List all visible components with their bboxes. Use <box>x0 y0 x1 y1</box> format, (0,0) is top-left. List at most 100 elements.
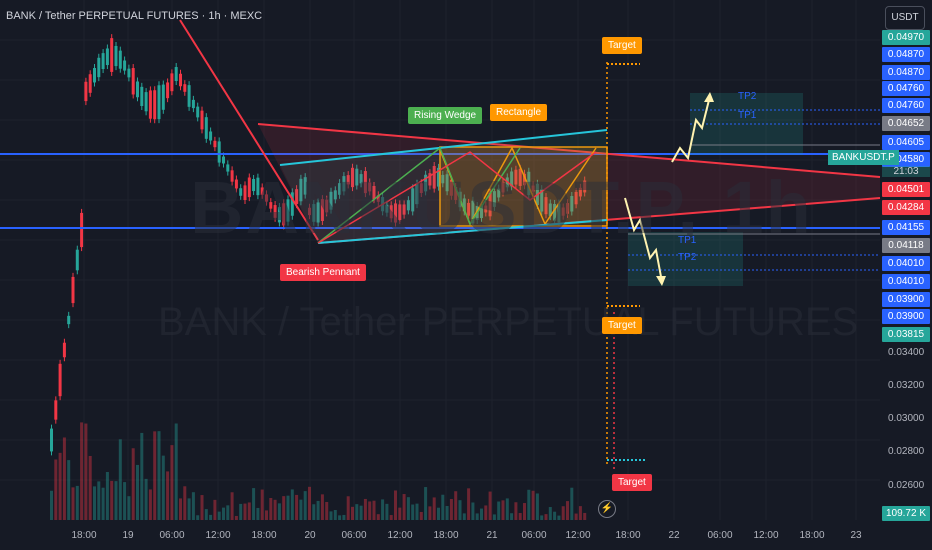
target-label-mid: Target <box>602 317 642 334</box>
candle-countdown: 21:03 <box>882 166 930 177</box>
wedge-top-line <box>279 129 608 166</box>
volume-bar <box>544 514 548 520</box>
volume-bar <box>179 498 182 520</box>
volume-bar <box>368 501 372 520</box>
candle <box>570 195 574 212</box>
volume-bar <box>88 455 92 520</box>
time-tick: 19 <box>122 530 134 541</box>
candle <box>58 363 62 397</box>
candle <box>161 84 165 110</box>
candle <box>342 176 346 192</box>
volume-bar <box>329 511 333 520</box>
candle <box>170 73 174 92</box>
candle <box>566 203 569 214</box>
candle <box>131 68 135 95</box>
candle <box>222 156 225 164</box>
volume-bar <box>316 500 320 520</box>
candle <box>385 204 389 213</box>
currency-selector[interactable]: USDT <box>885 6 925 30</box>
rising-wedge-shape <box>280 130 607 243</box>
volume-bar <box>290 489 294 520</box>
volume-bar <box>97 481 101 520</box>
candle <box>363 171 367 194</box>
candle <box>398 204 402 221</box>
volume-bar <box>531 490 535 520</box>
candle <box>62 342 66 358</box>
time-tick: 12:00 <box>753 530 779 541</box>
candle <box>97 57 101 78</box>
candle <box>308 207 311 216</box>
price-tag: 0.04760 <box>882 98 930 113</box>
price-tag: 0.04870 <box>882 65 930 80</box>
volume-bar <box>389 515 393 520</box>
tp1-label-long: TP1 <box>738 110 757 121</box>
tp1-label-short: TP1 <box>678 235 697 246</box>
candle <box>359 174 363 184</box>
candle <box>183 84 187 92</box>
tp2-label-long: TP2 <box>738 91 757 102</box>
volume-bar <box>239 503 243 520</box>
volume-bar <box>136 464 139 520</box>
candle <box>54 400 58 420</box>
volume-bar <box>518 513 522 520</box>
volume-bar <box>578 506 582 520</box>
candle <box>247 177 251 198</box>
candle <box>196 106 200 118</box>
candle <box>510 171 514 187</box>
volume-bar <box>570 487 574 520</box>
candle <box>574 191 578 205</box>
candle <box>523 173 526 186</box>
candle <box>269 202 273 209</box>
volume-bar <box>157 431 161 520</box>
chart-title: BANK / Tether PERPETUAL FUTURES · 1h · M… <box>6 10 263 22</box>
price-tag: 0.03900 <box>882 292 930 307</box>
volume-bar <box>148 489 152 520</box>
volume-bar <box>153 431 157 520</box>
candle <box>226 164 230 172</box>
candle <box>325 199 329 213</box>
candle <box>583 180 587 193</box>
pennant-top-line <box>257 123 881 178</box>
candle <box>277 206 281 223</box>
volume-bar <box>282 496 286 520</box>
candle <box>243 185 247 200</box>
time-tick: 18:00 <box>71 530 97 541</box>
volume-bar <box>406 497 410 520</box>
volume-bar <box>58 452 62 520</box>
volume-bar <box>458 500 462 520</box>
volume-bar <box>376 514 380 520</box>
rising-wedge-label: Rising Wedge <box>408 107 483 124</box>
candle <box>252 178 256 192</box>
candle <box>449 179 453 196</box>
candle <box>548 203 552 217</box>
volume-bar <box>127 496 131 520</box>
candle <box>437 167 440 187</box>
wedge-bottom-line <box>317 219 608 244</box>
candle <box>230 170 234 182</box>
candle <box>157 85 161 120</box>
chart-grid <box>0 0 880 520</box>
candle <box>174 67 178 82</box>
candle <box>123 60 127 71</box>
volume-bar <box>252 488 256 520</box>
volume-bar <box>342 514 346 520</box>
volume-bar <box>312 504 316 520</box>
volume-bar <box>110 480 114 520</box>
candle <box>389 205 393 219</box>
tp2-label-short: TP2 <box>678 252 697 263</box>
candle <box>282 203 286 226</box>
time-tick: 18:00 <box>251 530 277 541</box>
time-tick: 18:00 <box>615 530 641 541</box>
candle <box>114 45 118 67</box>
candle <box>338 183 342 195</box>
volume-bar <box>527 489 531 520</box>
volume-bar <box>131 448 135 520</box>
candle <box>557 203 561 223</box>
volume-bar <box>84 423 88 520</box>
candle <box>88 74 92 93</box>
candle <box>351 167 354 188</box>
candle <box>153 90 157 120</box>
candle <box>118 50 122 69</box>
lightning-icon[interactable]: ⚡ <box>598 500 616 518</box>
